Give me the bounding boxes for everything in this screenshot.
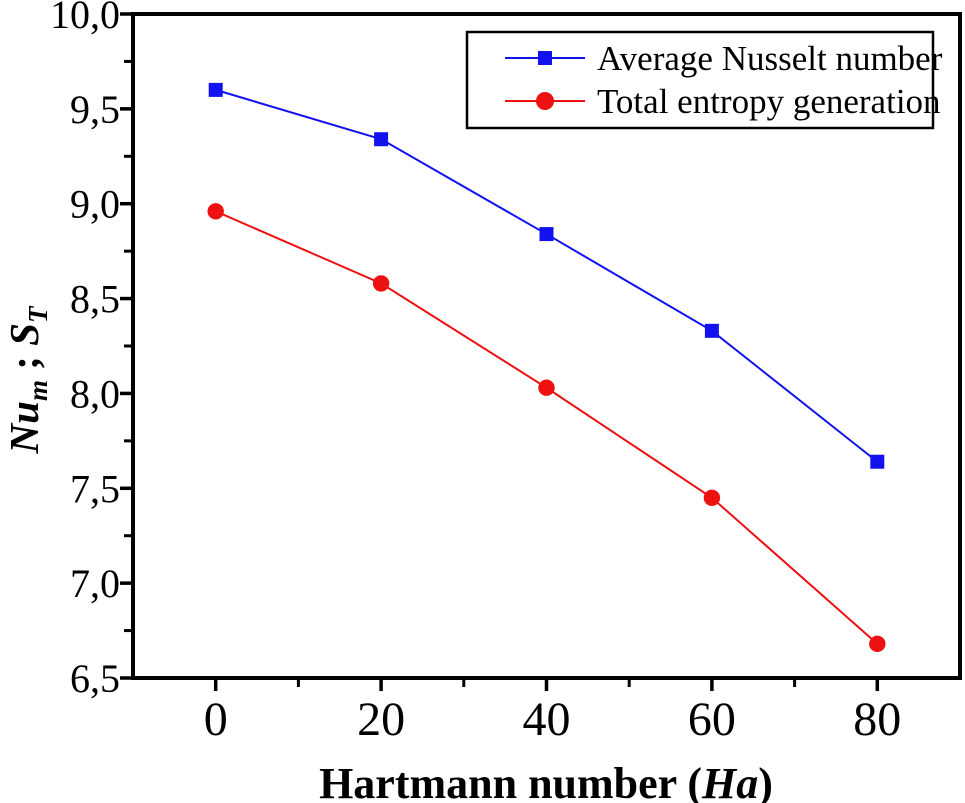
legend-marker-square (538, 51, 552, 65)
y-tick-label: 8,5 (70, 277, 120, 322)
x-tick-label: 60 (688, 693, 736, 746)
axis-ticks-group: 0 20 40 60 80 6,5 7,0 7,5 8,0 8,5 9,0 9,5 10,0 (50, 0, 901, 746)
y-tick-label: 8,0 (70, 371, 120, 416)
x-tick-label: 80 (853, 693, 901, 746)
series-line-average-nusselt-number (215, 88, 878, 463)
data-point-marker-average-nusselt-number (704, 323, 719, 338)
y-tick-label: 9,0 (70, 182, 120, 227)
data-point-marker-total-entropy-generation (207, 203, 224, 220)
y-tick-label: 7,5 (70, 466, 120, 511)
x-tick-label: 20 (357, 693, 405, 746)
data-point-marker-total-entropy-generation (869, 635, 886, 653)
legend-group: Average Nusselt number Total entropy gene… (465, 30, 943, 130)
y-tick-label: 6,5 (70, 656, 120, 701)
y-tick-label: 7,0 (70, 561, 120, 606)
data-point-marker-total-entropy-generation (538, 379, 555, 396)
plot-frame-group (131, 12, 962, 680)
x-tick-label: 0 (204, 693, 228, 746)
y-tick-label: 9,5 (70, 87, 120, 132)
data-point-marker-average-nusselt-number (374, 132, 389, 147)
data-point-marker-total-entropy-generation (703, 489, 721, 506)
plot-frame (131, 12, 962, 680)
legend-label: Total entropy generation (597, 82, 941, 121)
y-axis-title: Num ; ST (1, 305, 53, 454)
x-tick-label: 40 (523, 693, 571, 746)
data-point-marker-average-nusselt-number (208, 82, 223, 97)
y-tick-label: 10,0 (50, 0, 120, 37)
data-point-marker-average-nusselt-number (870, 454, 885, 469)
legend-label: Average Nusselt number (597, 39, 943, 78)
data-point-marker-average-nusselt-number (539, 227, 554, 242)
axis-titles-group: Hartmann number (Ha) Num ; ST (1, 305, 773, 803)
legend-marker-circle (536, 92, 554, 110)
data-series-group (207, 82, 886, 653)
x-axis-title: Hartmann number (Ha) (319, 759, 773, 803)
data-point-marker-total-entropy-generation (372, 275, 390, 292)
legend-box (465, 30, 935, 130)
series-line-total-entropy-generation (215, 210, 878, 645)
